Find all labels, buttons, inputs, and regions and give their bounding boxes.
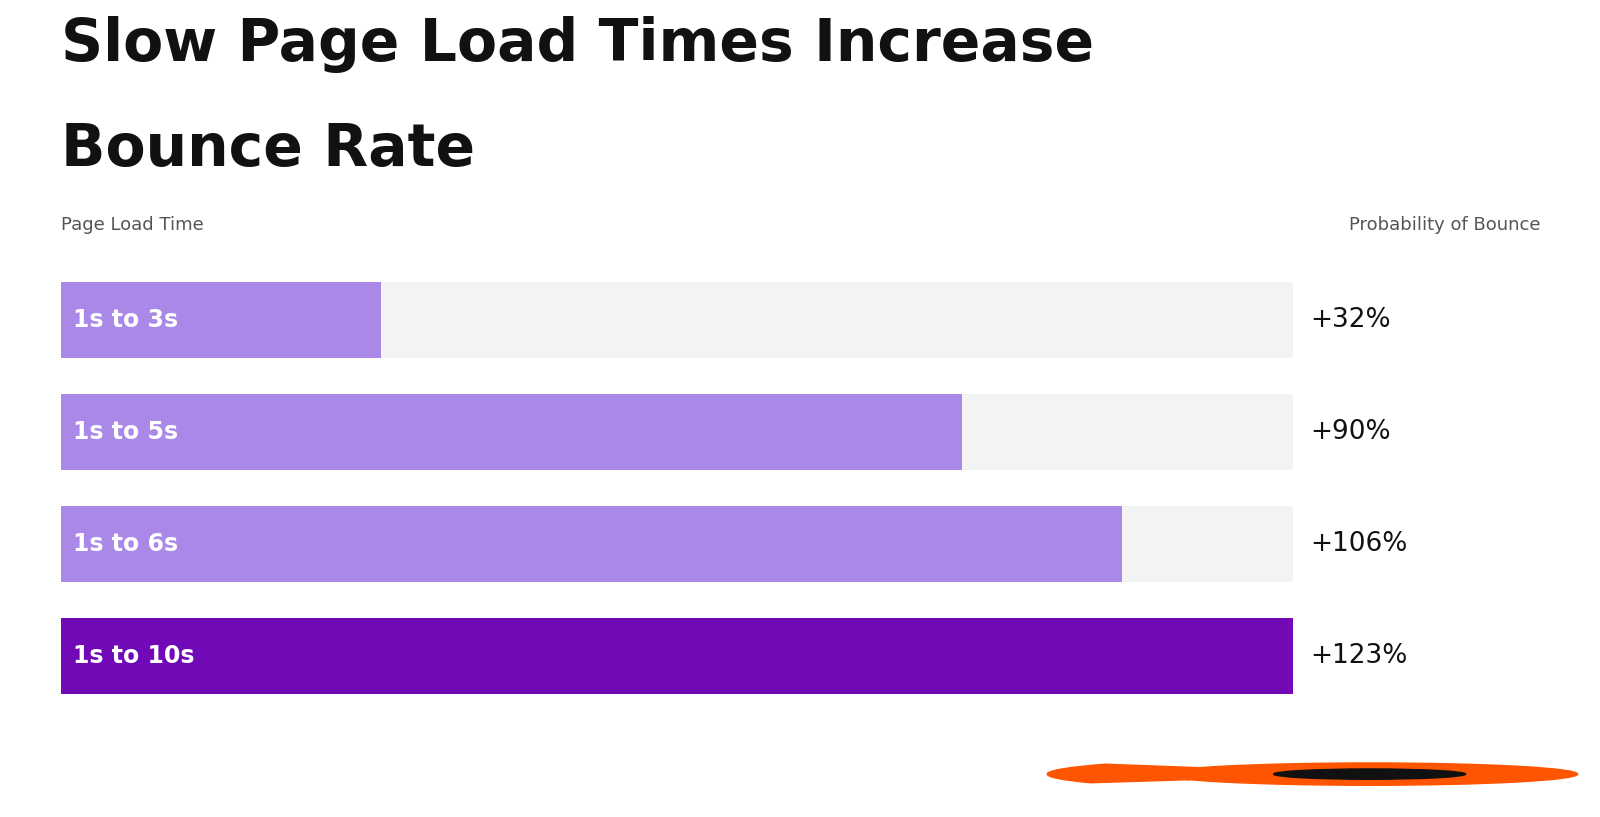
Text: SEMRUSH: SEMRUSH bbox=[1408, 757, 1594, 791]
Bar bbox=[61, 395, 1293, 471]
Bar bbox=[61, 506, 1122, 583]
Text: semrush.com: semrush.com bbox=[61, 764, 202, 784]
Circle shape bbox=[1274, 769, 1466, 779]
Text: 1s to 6s: 1s to 6s bbox=[74, 532, 178, 556]
Text: Page Load Time: Page Load Time bbox=[61, 217, 203, 234]
Text: Probability of Bounce: Probability of Bounce bbox=[1349, 217, 1541, 234]
Text: +90%: +90% bbox=[1310, 419, 1392, 445]
Text: +123%: +123% bbox=[1310, 643, 1408, 669]
Bar bbox=[61, 618, 1293, 694]
Wedge shape bbox=[1048, 764, 1200, 783]
Circle shape bbox=[1162, 763, 1578, 785]
Bar bbox=[61, 618, 1293, 694]
Bar bbox=[61, 283, 1293, 359]
Text: Bounce Rate: Bounce Rate bbox=[61, 121, 475, 177]
Text: Slow Page Load Times Increase: Slow Page Load Times Increase bbox=[61, 16, 1094, 74]
Bar bbox=[61, 395, 962, 471]
Bar bbox=[61, 283, 381, 359]
Text: +106%: +106% bbox=[1310, 531, 1408, 557]
Text: 1s to 3s: 1s to 3s bbox=[74, 308, 178, 333]
Text: 1s to 5s: 1s to 5s bbox=[74, 420, 178, 444]
Text: 1s to 10s: 1s to 10s bbox=[74, 644, 194, 668]
Bar bbox=[61, 506, 1293, 583]
Text: +32%: +32% bbox=[1310, 307, 1392, 333]
